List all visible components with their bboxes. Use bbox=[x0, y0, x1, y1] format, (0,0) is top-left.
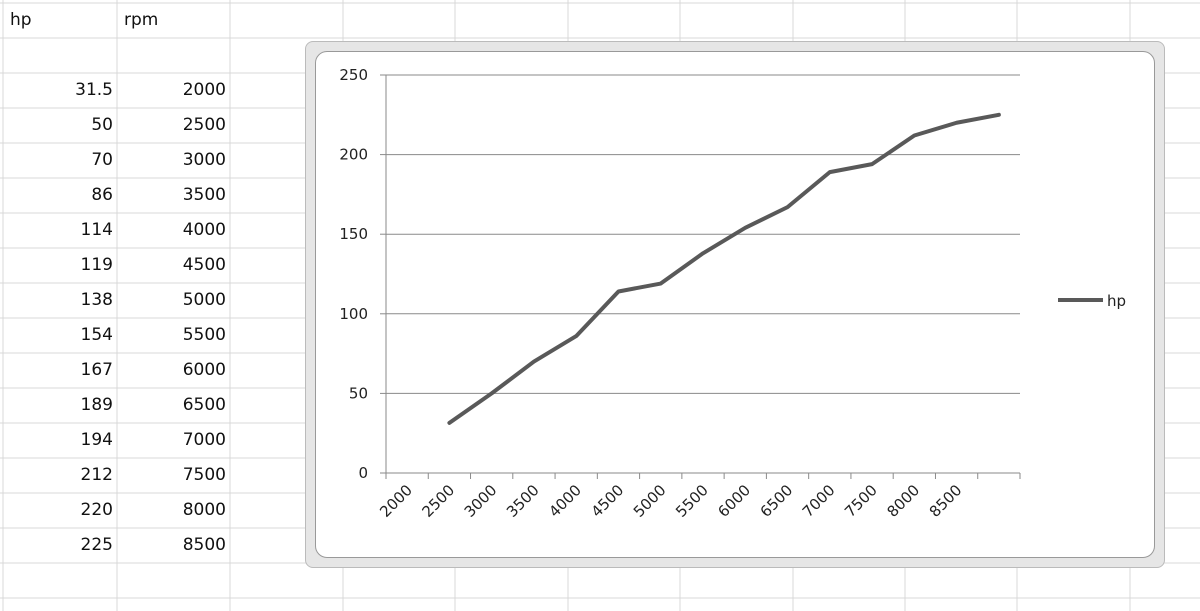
cell-rpm[interactable]: 8500 bbox=[182, 535, 226, 555]
cell-rpm[interactable]: 5500 bbox=[182, 325, 226, 345]
cell-rpm[interactable]: 2000 bbox=[182, 80, 226, 100]
cell-hp[interactable]: 50 bbox=[91, 115, 113, 135]
cell-rpm[interactable]: 6000 bbox=[182, 360, 226, 380]
cell-rpm[interactable]: 3500 bbox=[182, 185, 226, 205]
cell-rpm[interactable]: 7500 bbox=[182, 465, 226, 485]
chart-area bbox=[315, 51, 1155, 558]
header-cell-hp[interactable]: hp bbox=[10, 10, 32, 30]
cell-hp[interactable]: 86 bbox=[91, 185, 113, 205]
cell-hp[interactable]: 189 bbox=[80, 395, 113, 415]
cell-hp[interactable]: 220 bbox=[80, 500, 113, 520]
chart-object[interactable] bbox=[305, 41, 1165, 568]
cell-hp[interactable]: 154 bbox=[80, 325, 113, 345]
header-cell-rpm[interactable]: rpm bbox=[124, 10, 159, 30]
cell-rpm[interactable]: 7000 bbox=[182, 430, 226, 450]
cell-rpm[interactable]: 3000 bbox=[182, 150, 226, 170]
cell-hp[interactable]: 212 bbox=[80, 465, 113, 485]
cell-rpm[interactable]: 5000 bbox=[182, 290, 226, 310]
cell-hp[interactable]: 31.5 bbox=[75, 80, 113, 100]
cell-hp[interactable]: 167 bbox=[80, 360, 113, 380]
cell-hp[interactable]: 194 bbox=[80, 430, 113, 450]
cell-rpm[interactable]: 2500 bbox=[182, 115, 226, 135]
cell-hp[interactable]: 70 bbox=[91, 150, 113, 170]
cell-hp[interactable]: 138 bbox=[80, 290, 113, 310]
cell-hp[interactable]: 119 bbox=[80, 255, 113, 275]
cell-rpm[interactable]: 4000 bbox=[182, 220, 226, 240]
cell-rpm[interactable]: 4500 bbox=[182, 255, 226, 275]
cell-hp[interactable]: 225 bbox=[80, 535, 113, 555]
cell-rpm[interactable]: 8000 bbox=[182, 500, 226, 520]
cell-rpm[interactable]: 6500 bbox=[182, 395, 226, 415]
cell-hp[interactable]: 114 bbox=[80, 220, 113, 240]
